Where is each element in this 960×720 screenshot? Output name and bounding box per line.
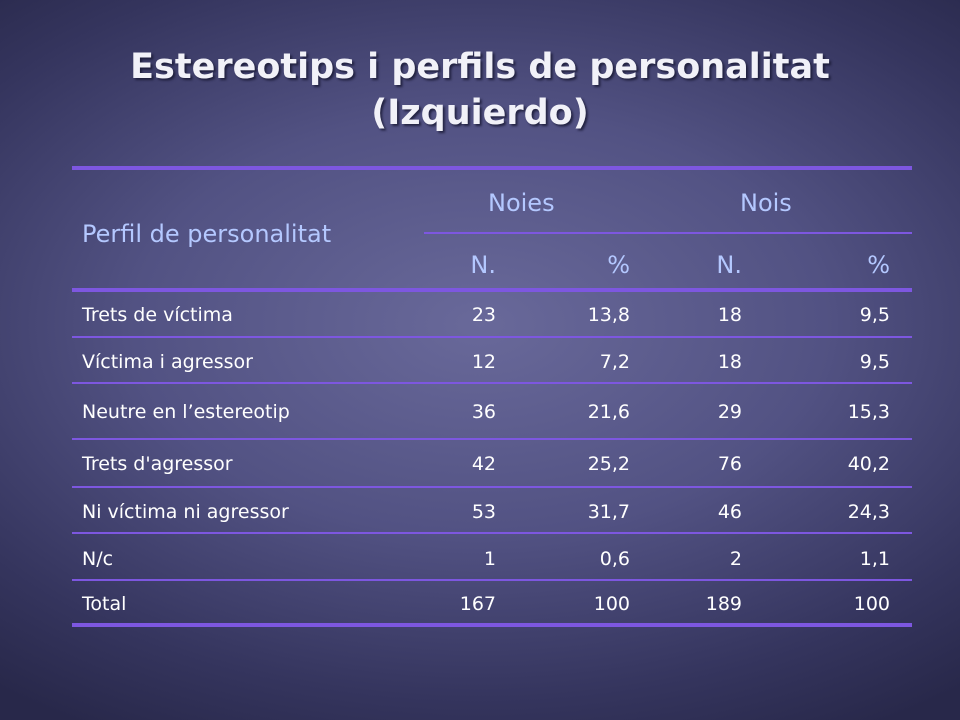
cell-nois-n: 46 — [717, 501, 742, 523]
row-divider — [72, 579, 912, 581]
cell-nois-n: 29 — [717, 401, 742, 423]
personality-table: Perfil de personalitat Noies Nois N. % N… — [72, 166, 912, 627]
cell-noies-n: 1 — [483, 548, 496, 570]
row-label: Neutre en l’estereotip — [82, 401, 290, 423]
cell-nois-pct: 9,5 — [859, 304, 890, 326]
header-bottom-rule — [72, 288, 912, 292]
table-top-rule — [72, 166, 912, 170]
row-label-total: Total — [82, 593, 127, 615]
row-divider — [72, 336, 912, 338]
row-divider — [72, 486, 912, 488]
cell-nois-pct: 15,3 — [847, 401, 890, 423]
cell-nois-pct: 40,2 — [847, 453, 890, 475]
subheader-nois-pct: % — [867, 251, 890, 279]
cell-nois-n: 18 — [717, 351, 742, 373]
slide-title: Estereotips i perfils de personalitat (I… — [0, 44, 960, 136]
cell-noies-pct: 0,6 — [599, 548, 630, 570]
cell-noies-n: 42 — [471, 453, 496, 475]
subheader-nois-n: N. — [716, 251, 742, 279]
row-divider — [72, 382, 912, 384]
cell-nois-n: 76 — [717, 453, 742, 475]
row-label: Trets d'agressor — [82, 453, 233, 475]
cell-noies-n: 53 — [471, 501, 496, 523]
row-label: Víctima i agressor — [82, 351, 253, 373]
row-label: Trets de víctima — [82, 304, 233, 326]
cell-noies-pct: 7,2 — [599, 351, 630, 373]
cell-noies-n: 36 — [471, 401, 496, 423]
subheader-noies-n: N. — [470, 251, 496, 279]
cell-total-noies-pct: 100 — [593, 593, 630, 615]
cell-nois-n: 18 — [717, 304, 742, 326]
row-label: N/c — [82, 548, 114, 570]
row-divider — [72, 532, 912, 534]
cell-nois-n: 2 — [729, 548, 742, 570]
cell-nois-pct: 9,5 — [859, 351, 890, 373]
cell-total-nois-pct: 100 — [853, 593, 890, 615]
title-line-2: (Izquierdo) — [371, 93, 589, 133]
cell-nois-pct: 1,1 — [859, 548, 890, 570]
cell-nois-pct: 24,3 — [847, 501, 890, 523]
cell-total-noies-n: 167 — [459, 593, 496, 615]
cell-noies-n: 23 — [471, 304, 496, 326]
cell-noies-pct: 25,2 — [587, 453, 630, 475]
cell-noies-n: 12 — [471, 351, 496, 373]
group-header-rule — [424, 232, 912, 234]
cell-noies-pct: 21,6 — [587, 401, 630, 423]
group-header-nois: Nois — [740, 189, 792, 217]
cell-total-nois-n: 189 — [705, 593, 742, 615]
table-bottom-rule — [72, 623, 912, 627]
row-header-label: Perfil de personalitat — [82, 220, 332, 248]
row-divider — [72, 438, 912, 440]
subheader-noies-pct: % — [607, 251, 630, 279]
cell-noies-pct: 31,7 — [587, 501, 630, 523]
row-label: Ni víctima ni agressor — [82, 501, 289, 523]
title-line-1: Estereotips i perfils de personalitat — [130, 47, 830, 87]
cell-noies-pct: 13,8 — [587, 304, 630, 326]
group-header-noies: Noies — [488, 189, 555, 217]
